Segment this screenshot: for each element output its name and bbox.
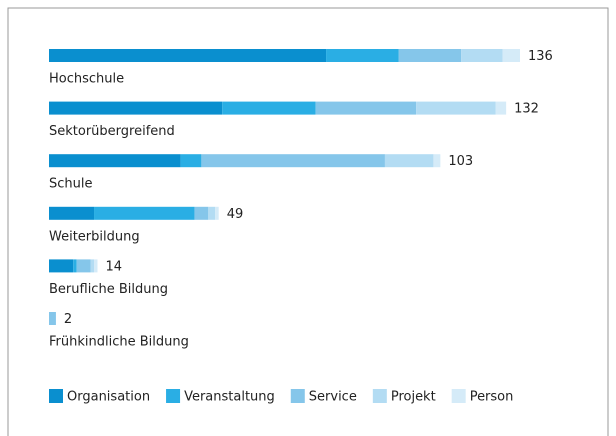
- bar-segment: [73, 259, 77, 273]
- category-label: Frühkindliche Bildung: [49, 335, 189, 350]
- bar-segment: [49, 206, 95, 220]
- legend-swatch: [166, 389, 181, 403]
- bar-segment: [201, 154, 385, 168]
- legend-label: Veranstaltung: [184, 390, 275, 405]
- bar-segment: [215, 206, 219, 220]
- legend-label: Organisation: [67, 390, 150, 405]
- bar-segment: [76, 259, 91, 273]
- bar-segment: [398, 49, 462, 62]
- category-label: Sektorübergreifend: [49, 124, 175, 139]
- total-label: 132: [514, 102, 539, 117]
- bar-segment: [49, 259, 74, 273]
- bar-segment: [90, 259, 95, 273]
- bar-segment: [416, 101, 496, 115]
- legend-swatch: [290, 389, 305, 403]
- bar-segment: [49, 101, 223, 115]
- total-label: 103: [448, 154, 473, 169]
- bar-segment: [315, 101, 417, 115]
- bar-segment: [49, 312, 56, 325]
- category-label: Hochschule: [49, 72, 124, 87]
- bar-segment: [502, 49, 520, 62]
- category-label: Schule: [49, 177, 93, 192]
- bar-segment: [222, 101, 316, 115]
- legend-label: Projekt: [391, 390, 436, 405]
- legend-label: Person: [470, 390, 514, 405]
- bar-segment: [94, 259, 98, 273]
- total-label: 49: [227, 207, 244, 222]
- bar-segment: [326, 49, 399, 62]
- legend-swatch: [451, 389, 466, 403]
- bar-segment: [94, 206, 195, 220]
- category-label: Berufliche Bildung: [49, 282, 168, 297]
- bar-segment: [433, 154, 441, 168]
- bar-segment: [495, 101, 507, 115]
- bar-segment: [194, 206, 209, 220]
- bar-segment: [208, 206, 216, 220]
- total-label: 136: [528, 49, 553, 64]
- frame: [7, 7, 609, 436]
- category-label: Weiterbildung: [49, 229, 140, 244]
- bar-segment: [384, 154, 434, 168]
- total-label: 2: [64, 312, 72, 327]
- total-label: 14: [105, 259, 122, 274]
- bar-segment: [49, 49, 327, 62]
- legend-swatch: [372, 389, 387, 403]
- legend-swatch: [49, 389, 63, 403]
- bar-segment: [461, 49, 503, 62]
- bar-segment: [49, 154, 181, 168]
- legend-label: Service: [309, 390, 357, 405]
- bar-segment: [180, 154, 202, 168]
